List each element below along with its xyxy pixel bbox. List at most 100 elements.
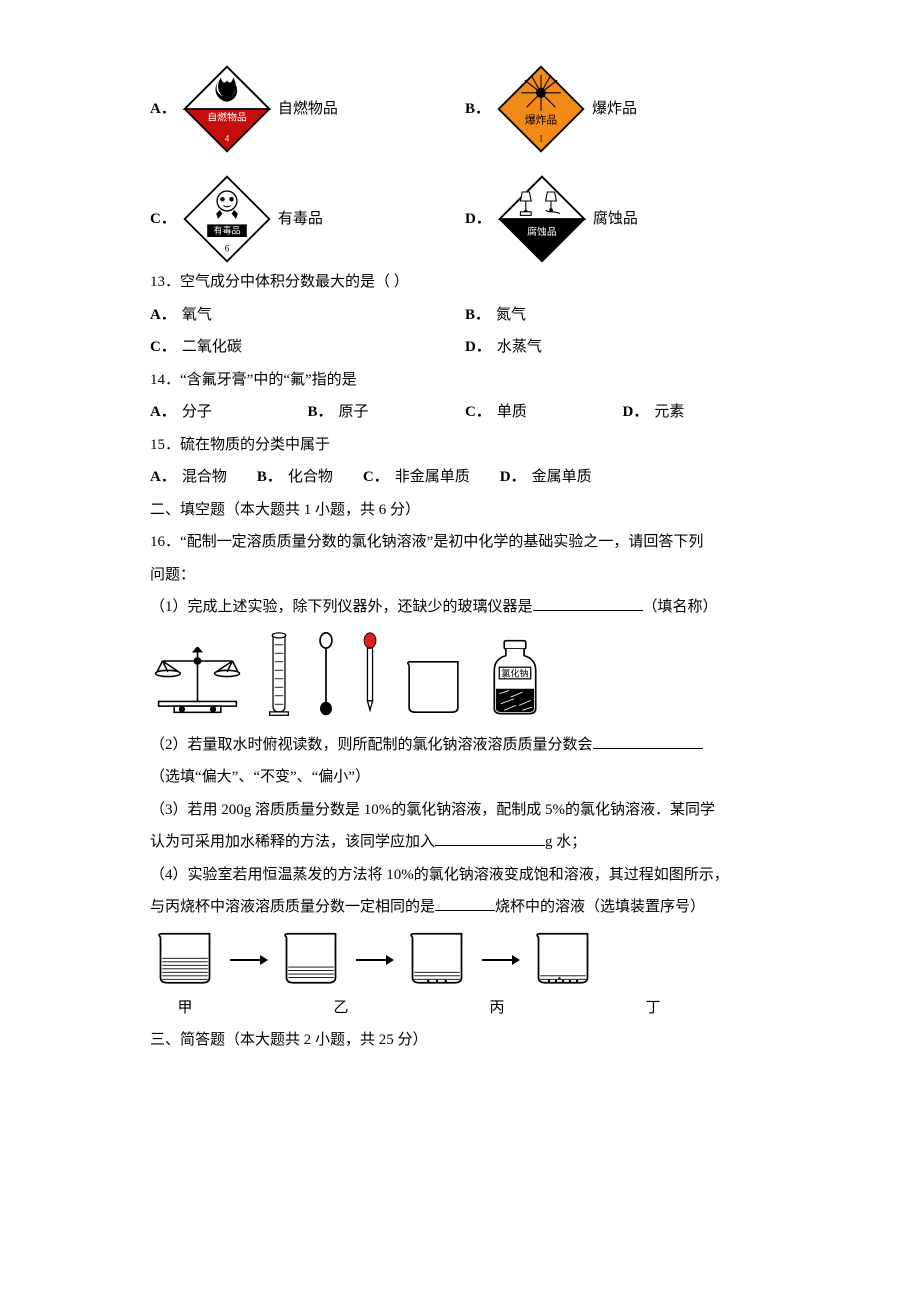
dropper-icon <box>359 632 381 717</box>
q16-p1: （1）完成上述实验，除下列仪器外，还缺少的玻璃仪器是 （填名称） <box>150 593 780 622</box>
hazard-explosive-icon: 爆炸品 1 <box>496 64 586 154</box>
balance-icon <box>150 647 245 717</box>
q16-p3: 认为可采用加水稀释的方法，该同学应加入 g 水； <box>150 828 780 857</box>
text: （1）完成上述实验，除下列仪器外，还缺少的玻璃仪器是 <box>150 599 533 615</box>
q16-p3a: （3）若用 200g 溶质质量分数是 10%的氯化钠溶液，配制成 5%的氯化钠溶… <box>150 796 780 825</box>
q12-D-text: 腐蚀品 <box>593 205 638 234</box>
text: 认为可采用加水稀释的方法，该同学应加入 <box>150 834 435 850</box>
svg-text:腐蚀品: 腐蚀品 <box>527 225 557 238</box>
label-b: 乙 <box>306 994 376 1023</box>
q15-A: A． 混合物 <box>150 463 227 492</box>
beaker-sequence <box>150 932 780 988</box>
q12-A-text: 自燃物品 <box>278 95 338 124</box>
q13-stem: 13．空气成分中体积分数最大的是（ ） <box>150 268 780 297</box>
q16-p2: （2）若量取水时俯视读数，则所配制的氯化钠溶液溶质质量分数会 <box>150 731 780 760</box>
q14-stem: 14．“含氟牙膏”中的“氟”指的是 <box>150 366 780 395</box>
opt-text: 化合物 <box>288 469 333 485</box>
text: （填名称） <box>643 599 718 615</box>
beaker-a-icon <box>150 932 220 988</box>
arrow-icon <box>480 950 520 970</box>
opt-letter: C． <box>363 469 389 485</box>
q13-A: A．氧气 <box>150 301 465 330</box>
q14-A: A．分子 <box>150 398 308 427</box>
q16-stem2: 问题： <box>150 561 780 590</box>
q16-p2b: （选填“偏大”、“不变”、“偏小”） <box>150 763 780 792</box>
q12-row1: A． 自燃物品 4 自燃物品 B． <box>150 64 780 154</box>
opt-letter: D． <box>500 469 526 485</box>
q14-B: B．原子 <box>308 398 466 427</box>
svg-text:有毒品: 有毒品 <box>213 224 240 235</box>
opt-letter: D． <box>623 398 649 427</box>
equipment-row: 氯化钠 <box>150 632 780 717</box>
cylinder-icon <box>265 632 293 717</box>
beaker-c-icon <box>402 932 472 988</box>
q12-C-letter: C． <box>150 205 176 234</box>
opt-text: 原子 <box>339 398 369 427</box>
fill-blank[interactable] <box>533 595 643 611</box>
hazard-toxic-icon: 有毒品 6 <box>182 174 272 264</box>
q15-C: C． 非金属单质 <box>363 463 470 492</box>
q16-p4: 与丙烧杯中溶液溶质质量分数一定相同的是烧杯中的溶液（选填装置序号） <box>150 893 780 922</box>
opt-text: 水蒸气 <box>497 333 542 362</box>
opt-letter: B． <box>308 398 333 427</box>
q15-stem: 15．硫在物质的分类中属于 <box>150 431 780 460</box>
q14-C: C．单质 <box>465 398 623 427</box>
svg-text:6: 6 <box>225 243 230 253</box>
q14-D: D．元素 <box>623 398 781 427</box>
label-a: 甲 <box>150 994 220 1023</box>
q16-p4a: （4）实验室若用恒温蒸发的方法将 10%的氯化钠溶液变成饱和溶液，其过程如图所示… <box>150 861 780 890</box>
q12-B-text: 爆炸品 <box>592 95 637 124</box>
beaker-b-icon <box>276 932 346 988</box>
q12-A-letter: A． <box>150 95 176 124</box>
svg-text:4: 4 <box>225 133 230 143</box>
text: （2）若量取水时俯视读数，则所配制的氯化钠溶液溶质质量分数会 <box>150 737 593 753</box>
q12-A: A． 自燃物品 4 自燃物品 <box>150 64 465 154</box>
beaker-icon <box>401 657 466 717</box>
opt-text: 混合物 <box>182 469 227 485</box>
q13-row2: C．二氧化碳 D．水蒸气 <box>150 333 780 362</box>
q12-row2: C． 有毒品 6 有毒品 D． <box>150 174 780 264</box>
q13-C: C．二氧化碳 <box>150 333 465 362</box>
q12-B: B． 爆炸品 1 爆炸品 <box>465 64 780 154</box>
opt-letter: B． <box>465 301 490 330</box>
opt-letter: A． <box>150 398 176 427</box>
q15-D: D． 金属单质 <box>500 463 592 492</box>
opt-text: 单质 <box>497 398 527 427</box>
fill-blank[interactable] <box>593 733 703 749</box>
spoon-icon <box>313 632 339 717</box>
opt-letter: B． <box>257 469 282 485</box>
reagent-bottle-icon: 氯化钠 <box>486 639 544 717</box>
opt-text: 非金属单质 <box>395 469 470 485</box>
opt-text: 氮气 <box>496 301 526 330</box>
q15-B: B． 化合物 <box>257 463 333 492</box>
svg-text:1: 1 <box>539 133 544 143</box>
q15-opts: A． 混合物 B． 化合物 C． 非金属单质 D． 金属单质 <box>150 463 780 492</box>
q12-C: C． 有毒品 6 有毒品 <box>150 174 465 264</box>
opt-letter: A． <box>150 469 176 485</box>
fill-blank[interactable] <box>435 895 495 911</box>
svg-text:爆炸品: 爆炸品 <box>525 113 557 126</box>
beaker-d-icon <box>528 932 598 988</box>
section2-title: 二、填空题（本大题共 1 小题，共 6 分） <box>150 496 780 525</box>
reagent-label: 氯化钠 <box>501 667 528 678</box>
opt-text: 分子 <box>182 398 212 427</box>
text: g 水； <box>545 834 586 850</box>
q12-D: D． 腐蚀品 腐蚀品 <box>465 174 780 264</box>
fill-blank[interactable] <box>435 830 545 846</box>
q14-opts: A．分子 B．原子 C．单质 D．元素 <box>150 398 780 427</box>
opt-text: 金属单质 <box>532 469 592 485</box>
arrow-icon <box>354 950 394 970</box>
label-d: 丁 <box>618 994 688 1023</box>
opt-letter: C． <box>150 333 176 362</box>
label-c: 丙 <box>462 994 532 1023</box>
sign-label: 自燃物品 <box>207 111 247 124</box>
text: 烧杯中的溶液（选填装置序号） <box>495 899 705 915</box>
opt-letter: C． <box>465 398 491 427</box>
q12-C-text: 有毒品 <box>278 205 323 234</box>
beaker-labels: 甲 乙 丙 丁 <box>150 994 780 1023</box>
q12-B-letter: B． <box>465 95 490 124</box>
q13-row1: A．氧气 B．氮气 <box>150 301 780 330</box>
arrow-icon <box>228 950 268 970</box>
opt-text: 二氧化碳 <box>182 333 242 362</box>
hazard-flammable-icon: 自燃物品 4 <box>182 64 272 154</box>
